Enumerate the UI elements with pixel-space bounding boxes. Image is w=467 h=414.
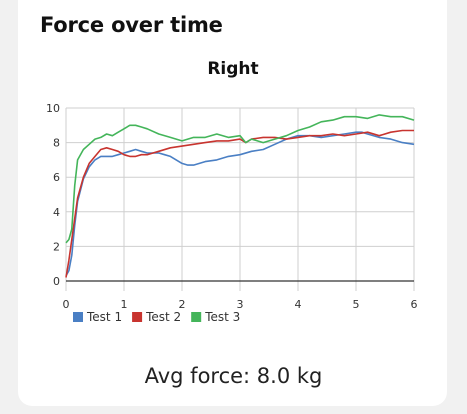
legend-swatch-test-3 [191, 312, 202, 322]
legend-swatch-test-1 [73, 312, 83, 322]
chart-card [18, 0, 447, 406]
legend-label-test-3: Test 3 [204, 310, 240, 324]
y-tick-label: 6 [53, 171, 60, 184]
y-tick-label: 0 [53, 275, 60, 288]
series-line-test-3 [65, 114, 415, 244]
legend-swatch-test-2 [132, 312, 143, 322]
y-tick-label: 10 [46, 102, 60, 115]
x-tick-label: 3 [237, 298, 244, 311]
x-tick-label: 2 [179, 298, 186, 311]
x-tick-label: 4 [295, 298, 302, 311]
force-chart: Right 0 2 4 6 8 10 0 1 2 3 4 5 6 Test 1 Test 2 Test 3 [46, 59, 418, 324]
x-tick-label: 0 [63, 298, 70, 311]
x-tick-label: 1 [121, 298, 128, 311]
page-title: Force over time [40, 13, 223, 37]
y-tick-label: 2 [53, 240, 60, 253]
series-line-test-2 [65, 129, 414, 278]
x-tick-label: 5 [353, 298, 360, 311]
avg-force-label: Avg force: 8.0 kg [144, 364, 323, 388]
y-tick-label: 4 [53, 206, 60, 219]
legend-label-test-2: Test 2 [145, 310, 181, 324]
chart-title: Right [207, 59, 258, 79]
y-tick-label: 8 [53, 137, 60, 150]
legend-label-test-1: Test 1 [86, 310, 122, 324]
x-tick-label: 6 [411, 298, 418, 311]
